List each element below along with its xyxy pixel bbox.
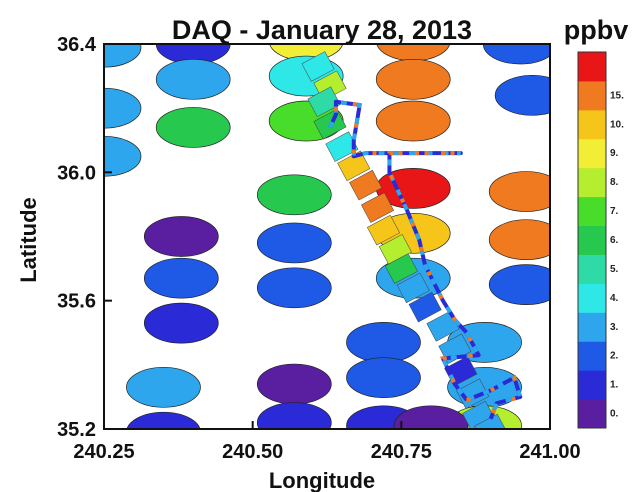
site-ellipse xyxy=(256,363,332,405)
colorbar-swatch xyxy=(578,399,606,429)
colorbar-tick-label: 0. xyxy=(610,409,619,420)
site-ellipses xyxy=(104,44,550,429)
track-patch xyxy=(301,51,335,82)
x-axis-label: Longitude xyxy=(269,468,375,492)
colorbar-tick-label: 7. xyxy=(610,206,619,217)
colorbar-frame xyxy=(577,51,607,429)
site-ellipse xyxy=(488,171,550,212)
site-ellipse xyxy=(143,257,219,299)
site-ellipse xyxy=(155,58,231,100)
colorbar-swatch xyxy=(578,196,606,227)
colorbar-title: ppbv xyxy=(564,15,629,45)
colorbar-tick-label: 5. xyxy=(610,264,619,275)
site-ellipse xyxy=(346,357,421,399)
site-ellipse xyxy=(126,411,201,429)
track-line-dash-cyan xyxy=(328,99,523,421)
track-patch xyxy=(396,272,430,304)
track-patch xyxy=(366,214,401,246)
colorbar-tick-label: 2. xyxy=(610,351,619,362)
y-tick-label: 36.0 xyxy=(57,162,96,184)
colorbar-tick-label: 4. xyxy=(610,293,619,304)
colorbar-tick-label: 15. xyxy=(610,90,624,101)
track-patch xyxy=(307,86,341,118)
site-ellipse xyxy=(143,302,219,344)
colorbar-swatch xyxy=(578,52,606,82)
colorbar-swatch xyxy=(578,254,606,284)
colorbar-swatch xyxy=(578,109,606,140)
plot-frame xyxy=(103,43,551,430)
x-axis: 240.25 240.50 240.75 241.00 xyxy=(73,421,581,463)
colorbar-tick-label: 8. xyxy=(610,177,619,188)
site-ellipse xyxy=(482,44,550,65)
site-ellipse xyxy=(104,87,142,129)
track-patch xyxy=(456,378,490,409)
y-tick-label: 36.4 xyxy=(57,34,97,56)
track-patch xyxy=(349,169,383,201)
x-tick-label: 240.75 xyxy=(371,441,432,463)
colorbar-swatch xyxy=(578,341,606,371)
site-ellipse xyxy=(488,219,550,261)
x-tick-label: 241.00 xyxy=(519,441,580,463)
colorbar-swatch xyxy=(578,167,606,198)
site-ellipse xyxy=(143,216,219,257)
site-ellipse xyxy=(375,58,451,100)
y-tick-label: 35.6 xyxy=(57,291,96,313)
site-ellipse xyxy=(104,44,142,68)
y-axis-label: Latitude xyxy=(16,197,41,283)
site-ellipse xyxy=(375,100,451,142)
chart-title: DAQ - January 28, 2013 xyxy=(172,15,472,45)
site-ellipse xyxy=(256,174,332,216)
x-tick-label: 240.50 xyxy=(222,441,283,463)
site-ellipse xyxy=(488,264,550,305)
y-tick-label: 35.2 xyxy=(57,419,96,441)
colorbar-swatch xyxy=(578,312,606,342)
site-ellipse xyxy=(104,135,142,177)
site-ellipse xyxy=(256,402,332,429)
site-ellipse xyxy=(155,107,231,148)
colorbar-swatch xyxy=(578,80,606,111)
track-patch xyxy=(337,150,371,182)
site-ellipse xyxy=(393,405,469,429)
colorbar-swatch xyxy=(578,225,606,255)
site-ellipse xyxy=(346,322,421,363)
site-ellipse xyxy=(256,267,332,309)
flight-track xyxy=(328,99,523,421)
colorbar-tick-label: 9. xyxy=(610,148,619,159)
colorbar-tick-label: 1. xyxy=(610,380,619,391)
colorbar-tick-label: 6. xyxy=(610,235,619,246)
colorbar-swatch xyxy=(578,283,606,313)
track-patch xyxy=(384,253,418,284)
x-tick-label: 240.25 xyxy=(73,441,134,463)
track-patch xyxy=(361,192,395,223)
site-ellipse xyxy=(256,222,332,264)
site-ellipse xyxy=(126,366,201,408)
track-patch xyxy=(474,413,508,429)
colorbar-tick-label: 10. xyxy=(610,119,624,130)
colorbar: 0. 1. 2. 3. 4. 5. 6. 7. 8. 9. 10. 15. xyxy=(577,51,624,429)
colorbar-swatch xyxy=(578,370,606,400)
track-patch xyxy=(408,291,442,323)
colorbar-tick-label: 3. xyxy=(610,322,619,333)
y-axis: 35.2 35.6 36.0 36.4 xyxy=(57,34,112,441)
site-ellipse xyxy=(494,74,550,116)
colorbar-swatch xyxy=(578,138,606,169)
